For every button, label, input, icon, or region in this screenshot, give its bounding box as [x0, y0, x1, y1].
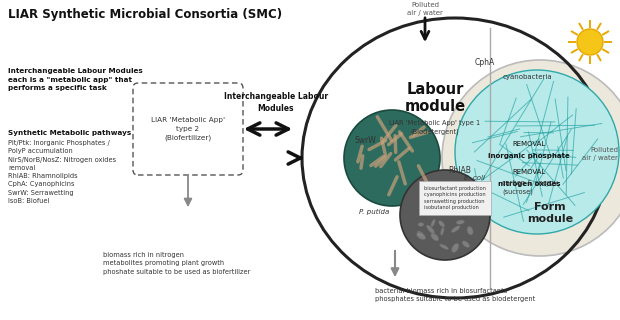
Ellipse shape: [462, 241, 470, 247]
Text: RhIAB: RhIAB: [448, 166, 471, 175]
Ellipse shape: [431, 219, 435, 227]
Text: REMOVAL: REMOVAL: [512, 169, 546, 175]
Ellipse shape: [451, 243, 459, 252]
Ellipse shape: [427, 225, 435, 234]
Text: LIAR 'Metabolic App'
type 2
(Biofertilizer): LIAR 'Metabolic App' type 2 (Biofertiliz…: [151, 117, 225, 141]
Ellipse shape: [438, 220, 445, 227]
Text: Form
module: Form module: [527, 202, 573, 224]
Ellipse shape: [417, 233, 426, 240]
Text: LIAR 'Metabolic App' type 1
(Biodetergent): LIAR 'Metabolic App' type 1 (Biodetergen…: [389, 120, 480, 134]
Text: Polluted
air / water: Polluted air / water: [407, 2, 443, 16]
Text: Interchangeable Labour
Modules: Interchangeable Labour Modules: [224, 92, 328, 113]
Text: REMOVAL: REMOVAL: [512, 141, 546, 147]
Ellipse shape: [467, 226, 473, 235]
Text: P. putida: P. putida: [359, 209, 389, 215]
Circle shape: [400, 170, 490, 260]
Circle shape: [344, 110, 440, 206]
Ellipse shape: [433, 186, 437, 196]
Circle shape: [577, 29, 603, 55]
Ellipse shape: [417, 231, 423, 236]
Text: SwrW: SwrW: [354, 136, 376, 145]
Text: inorganic phosphate: inorganic phosphate: [488, 153, 570, 159]
Text: Polluted
air / water: Polluted air / water: [582, 147, 618, 161]
Text: Labour
module: Labour module: [404, 82, 466, 114]
Ellipse shape: [441, 227, 444, 235]
Text: Interchangeable Labour Modules
each is a "metabolic app" that
performs a specifi: Interchangeable Labour Modules each is a…: [8, 68, 143, 91]
Text: cyanobacteria: cyanobacteria: [502, 74, 552, 80]
Ellipse shape: [431, 233, 439, 241]
Text: carbon & energy
(sucrose): carbon & energy (sucrose): [502, 180, 558, 195]
Ellipse shape: [451, 226, 460, 233]
Text: biosurfactant production
cyanophicins production
serrawetting production
isobuta: biosurfactant production cyanophicins pr…: [424, 186, 486, 210]
Ellipse shape: [476, 200, 484, 207]
Ellipse shape: [440, 244, 449, 250]
Text: bacterial biomass rich in biosurfactants
phosphates suitable to be used as biode: bacterial biomass rich in biosurfactants…: [375, 288, 535, 302]
Ellipse shape: [456, 220, 464, 224]
Text: LIAR Synthetic Microbial Consortia (SMC): LIAR Synthetic Microbial Consortia (SMC): [8, 8, 282, 21]
Text: E. coli: E. coli: [464, 175, 485, 181]
Text: nitrogen oxides: nitrogen oxides: [498, 181, 560, 187]
Ellipse shape: [418, 222, 424, 227]
Text: Synthetic Metabolic pathways: Synthetic Metabolic pathways: [8, 130, 131, 136]
Text: Pit/Ptk: Inorganic Phosphates /
PolyP accumulation
NirS/NorB/NosZ: Nitrogen oxid: Pit/Ptk: Inorganic Phosphates / PolyP ac…: [8, 140, 116, 204]
Ellipse shape: [433, 181, 438, 187]
Circle shape: [455, 70, 619, 234]
Text: CphA: CphA: [475, 58, 495, 67]
Text: biomass rich in nitrogen
metabolites promoting plant growth
phoshate suitable to: biomass rich in nitrogen metabolites pro…: [103, 252, 250, 275]
Circle shape: [442, 60, 620, 256]
